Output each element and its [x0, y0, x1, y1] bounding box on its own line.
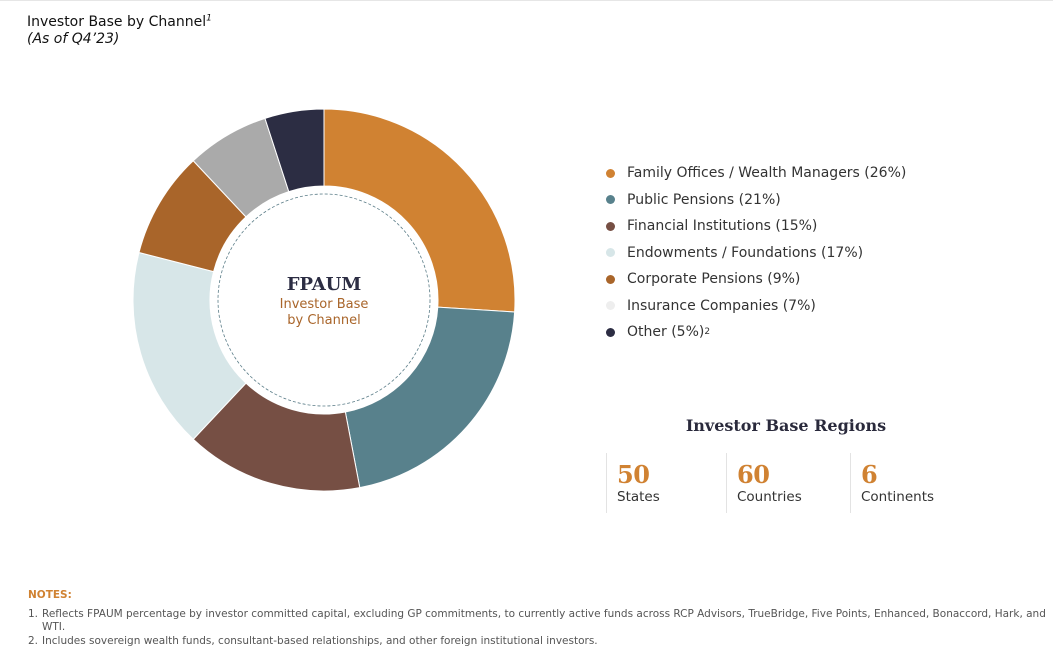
chart-subtitle: (As of Q4’23) [27, 31, 120, 47]
legend-label: Financial Institutions (15%) [627, 218, 818, 235]
legend-dot-icon [606, 168, 615, 178]
legend-item-financial-institutions: Financial Institutions (15%) [606, 213, 906, 240]
note-text: Reflects FPAUM percentage by investor co… [42, 607, 1046, 634]
regions-title: Investor Base Regions [685, 416, 887, 435]
top-divider [0, 0, 1053, 1]
chart-title: Investor Base by Channel [27, 14, 207, 30]
donut-center-title: FPAUM [287, 274, 362, 295]
legend-item-insurance: Insurance Companies (7%) [606, 293, 906, 320]
chart-legend: Family Offices / Wealth Managers (26%) P… [606, 160, 906, 346]
legend-label: Other (5%) [627, 324, 705, 341]
donut-slice-1 [323, 108, 516, 313]
legend-label: Insurance Companies (7%) [627, 297, 816, 314]
note-number: 2. [28, 634, 39, 647]
legend-label: Public Pensions (21%) [627, 191, 781, 208]
region-states: 50 States [606, 453, 726, 513]
region-countries: 60 Countries [726, 453, 850, 513]
legend-label: Family Offices / Wealth Managers (26%) [627, 165, 907, 182]
donut-center-subtitle-1: Investor Base [280, 297, 369, 312]
legend-label: Corporate Pensions (9%) [627, 271, 801, 288]
title-footnote-marker: 1 [206, 13, 212, 24]
donut-center-subtitle-2: by Channel [287, 313, 360, 328]
notes-section: NOTES: 1. Reflects FPAUM percentage by i… [28, 589, 1050, 648]
note-item: 2. Includes sovereign wealth funds, cons… [28, 635, 1050, 649]
legend-item-corporate-pensions: Corporate Pensions (9%) [606, 266, 906, 293]
legend-dot-icon [606, 301, 615, 311]
region-continents: 6 Continents [850, 453, 962, 513]
legend-item-endowments: Endowments / Foundations (17%) [606, 240, 906, 267]
regions-stats: 50 States 60 Countries 6 Continents [606, 453, 962, 513]
region-value: 6 [861, 460, 878, 489]
legend-label: Endowments / Foundations (17%) [627, 244, 864, 261]
legend-item-other: Other (5%) 2 [606, 319, 906, 346]
legend-item-family-offices: Family Offices / Wealth Managers (26%) [606, 160, 906, 187]
donut-slice-7 [264, 108, 325, 193]
region-value: 50 [617, 460, 650, 489]
legend-dot-icon [606, 327, 615, 337]
donut-slices [132, 108, 516, 492]
note-item: 1. Reflects FPAUM percentage by investor… [28, 608, 1050, 635]
note-text: Includes sovereign wealth funds, consult… [42, 634, 598, 647]
note-number: 1. [28, 607, 39, 620]
legend-item-public-pensions: Public Pensions (21%) [606, 187, 906, 214]
donut-chart: FPAUM Investor Base by Channel [132, 108, 516, 492]
region-value: 60 [737, 460, 770, 489]
legend-dot-icon [606, 221, 615, 231]
legend-dot-icon [606, 195, 615, 205]
region-label: Continents [861, 489, 935, 505]
title-block: Investor Base by Channel1 (As of Q4’23) [27, 14, 212, 48]
chart-title-line: Investor Base by Channel1 [27, 14, 212, 31]
center-dashed-ring [217, 193, 431, 407]
legend-dot-icon [606, 274, 615, 284]
donut-slice-2 [344, 306, 516, 489]
notes-title: NOTES: [28, 589, 72, 601]
region-label: Countries [737, 489, 802, 505]
legend-dot-icon [606, 248, 615, 258]
region-label: States [617, 489, 660, 505]
